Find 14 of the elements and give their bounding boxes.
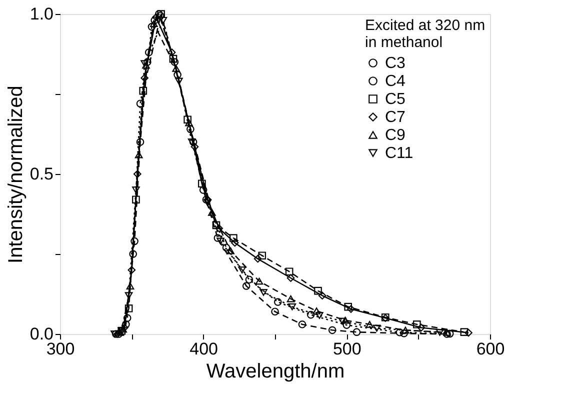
x-tick-label: 500: [332, 340, 362, 358]
x-axis-title: Wavelength/nm: [206, 360, 345, 382]
legend-label: C11: [385, 145, 414, 162]
y-tick-label: 0.5: [30, 164, 54, 184]
legend-label: C3: [385, 55, 406, 72]
legend-title: Excited at 320 nm in methanol: [365, 17, 486, 51]
x-tick-label: 600: [476, 340, 505, 358]
legend-label: C7: [385, 109, 406, 126]
y-tick-label: 1.0: [30, 4, 54, 24]
legend-label: C5: [385, 91, 406, 108]
legend-label: C4: [385, 73, 406, 90]
legend-label: C9: [385, 127, 406, 144]
x-tick-label: 400: [190, 340, 218, 358]
y-axis-title: Intensity/normalized: [4, 86, 27, 264]
